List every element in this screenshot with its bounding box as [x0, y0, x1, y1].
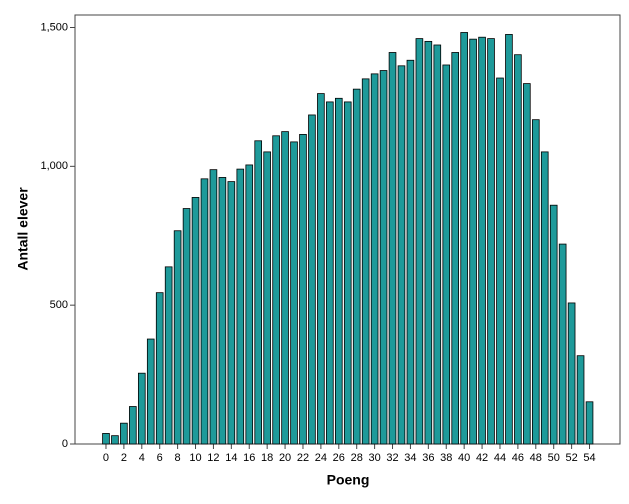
bar: [164, 266, 173, 445]
bar: [334, 97, 343, 445]
bar: [433, 44, 442, 445]
y-axis-title: Antall elever: [15, 187, 31, 271]
bar: [514, 54, 522, 445]
x-tick-label: 52: [565, 452, 577, 464]
bar: [218, 177, 227, 445]
x-tick-label: 30: [368, 452, 380, 464]
bar: [254, 140, 263, 445]
bar: [155, 292, 164, 445]
x-tick-label: 14: [225, 452, 237, 464]
bar: [397, 65, 406, 445]
bar: [281, 131, 289, 445]
bar: [406, 59, 415, 445]
bar: [478, 36, 486, 445]
bar: [182, 208, 191, 445]
x-tick-label: 6: [157, 452, 163, 464]
bar: [388, 52, 397, 445]
bar: [415, 38, 424, 445]
x-tick-label: 24: [315, 452, 327, 464]
bar: [137, 372, 146, 445]
bar: [308, 114, 316, 445]
x-tick-label: 18: [261, 452, 273, 464]
bar: [370, 73, 379, 445]
bar: [290, 141, 298, 445]
y-tick-label: 0: [62, 438, 68, 450]
bar: [379, 70, 388, 445]
x-tick-label: 34: [404, 452, 416, 464]
bar: [496, 77, 504, 445]
x-tick-label: 4: [139, 452, 145, 464]
y-tick-label: 1,500: [40, 21, 68, 33]
bar: [120, 422, 128, 445]
bar: [200, 178, 209, 445]
bar: [460, 32, 468, 445]
bar: [585, 401, 594, 445]
bar: [549, 204, 558, 445]
x-tick-label: 10: [189, 452, 201, 464]
bar: [191, 197, 200, 445]
bar: [245, 164, 254, 445]
bar: [487, 38, 495, 445]
bar: [523, 83, 531, 445]
bar: [442, 64, 451, 445]
x-tick-label: 16: [243, 452, 255, 464]
x-tick-label: 36: [422, 452, 434, 464]
x-tick-label: 20: [279, 452, 291, 464]
bar: [263, 151, 271, 445]
x-tick-label: 38: [440, 452, 452, 464]
y-tick-label: 500: [50, 299, 68, 311]
x-tick-label: 2: [121, 452, 127, 464]
bar: [469, 38, 477, 445]
x-tick-label: 32: [386, 452, 398, 464]
bar: [531, 119, 540, 445]
x-axis-title: Poeng: [327, 472, 370, 488]
x-tick-label: 40: [458, 452, 470, 464]
bar: [299, 133, 307, 445]
y-tick-label: 1,000: [40, 160, 68, 172]
x-tick-label: 12: [207, 452, 219, 464]
bar: [576, 355, 585, 445]
bar: [227, 181, 236, 445]
bar: [317, 93, 325, 445]
bar: [424, 40, 433, 445]
x-tick-label: 22: [297, 452, 309, 464]
bar: [540, 151, 549, 445]
x-tick-label: 50: [548, 452, 560, 464]
bar: [111, 435, 119, 445]
bar: [102, 433, 110, 445]
bar: [129, 406, 137, 445]
bar: [173, 230, 182, 445]
x-tick-label: 46: [512, 452, 524, 464]
bar: [451, 52, 460, 445]
bar: [272, 135, 280, 445]
bar: [236, 168, 245, 445]
bar: [352, 88, 361, 445]
bar: [567, 302, 576, 445]
x-tick-label: 42: [476, 452, 488, 464]
bar: [361, 78, 370, 445]
bar: [343, 101, 352, 445]
x-tick-label: 28: [351, 452, 363, 464]
x-tick-label: 44: [494, 452, 506, 464]
x-tick-label: 0: [103, 452, 109, 464]
bar: [505, 34, 513, 445]
bar: [146, 338, 155, 445]
x-tick-label: 26: [333, 452, 345, 464]
bar: [209, 169, 218, 445]
x-tick-label: 48: [530, 452, 542, 464]
x-tick-label: 8: [175, 452, 181, 464]
bar: [558, 243, 567, 445]
bar: [326, 101, 334, 445]
x-tick-label: 54: [583, 452, 595, 464]
